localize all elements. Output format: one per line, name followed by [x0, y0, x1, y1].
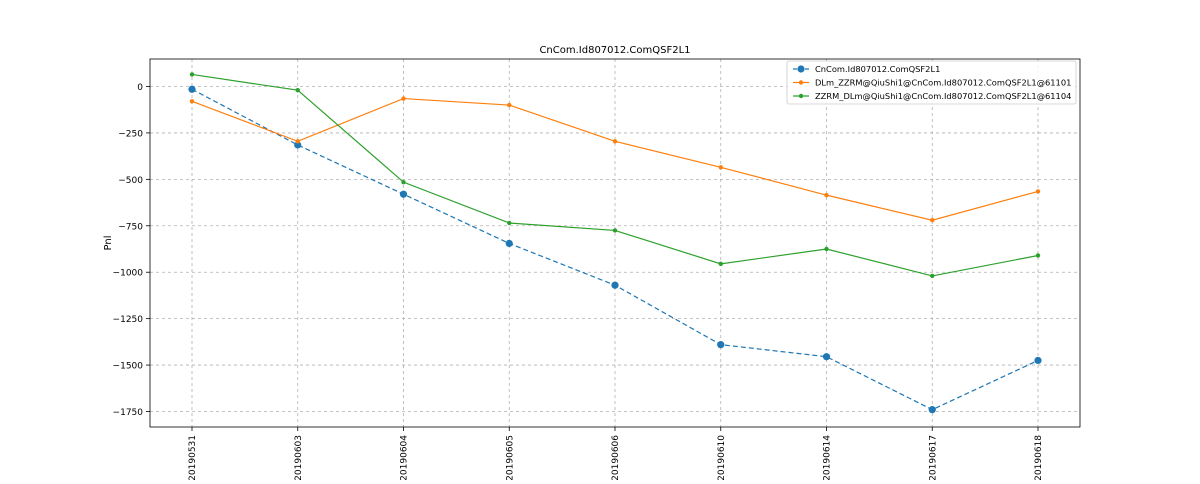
- legend: CnCom.Id807012.ComQSF2L1 DLm_ZZRM@QiuShi1…: [786, 60, 1077, 105]
- y-tick-label: 0: [137, 83, 143, 93]
- plot-frame: [149, 58, 1081, 428]
- data-point: [611, 281, 619, 289]
- y-tick-label: −1750: [113, 408, 144, 418]
- data-point: [401, 96, 406, 101]
- x-tick-label: 20190605: [505, 435, 515, 480]
- legend-box: [786, 60, 1077, 105]
- legend-label: ZZRM_DLm@QiuShi1@CnCom.Id807012.ComQSF2L…: [815, 91, 1071, 101]
- data-point: [930, 218, 935, 223]
- series-3: [189, 72, 1041, 279]
- x-tick-label: 20190617: [928, 435, 938, 480]
- y-tick-label: −1000: [113, 269, 144, 279]
- legend-label: CnCom.Id807012.ComQSF2L1: [815, 64, 940, 74]
- data-point: [189, 72, 195, 77]
- data-point: [822, 353, 831, 361]
- data-point: [928, 406, 936, 414]
- y-tick-label: −500: [118, 176, 143, 186]
- series-line: [191, 97, 1039, 221]
- data-point: [505, 239, 513, 248]
- data-point: [295, 139, 300, 144]
- data-point: [717, 341, 725, 349]
- x-tick-label: 20190531: [188, 435, 198, 480]
- data-point: [824, 246, 829, 252]
- legend-label: DLm_ZZRM@QiuShi1@CnCom.Id807012.ComQSF2L…: [815, 78, 1071, 88]
- data-point: [824, 192, 829, 198]
- grid: [150, 59, 1080, 427]
- series-2: [189, 96, 1041, 223]
- legend-item: ZZRM_DLm@QiuShi1@CnCom.Id807012.ComQSF2L…: [793, 91, 1071, 101]
- data-point: [1035, 189, 1041, 194]
- data-point: [188, 85, 196, 93]
- legend-item: DLm_ZZRM@QiuShi1@CnCom.Id807012.ComQSF2L…: [793, 78, 1071, 88]
- data-point: [189, 99, 195, 104]
- y-tick-label: −1250: [113, 315, 144, 325]
- x-tick-label: 20190610: [717, 435, 727, 480]
- x-tick-label: 20190618: [1034, 435, 1044, 480]
- data-point: [295, 88, 300, 93]
- chart-title: CnCom.Id807012.ComQSF2L1: [539, 45, 690, 56]
- data-point: [718, 165, 723, 170]
- x-tick-label: 20190604: [400, 435, 410, 480]
- legend-marker: [797, 65, 805, 73]
- data-point: [507, 220, 512, 226]
- data-point: [718, 261, 723, 267]
- x-tick-label: 20190614: [823, 435, 833, 480]
- data-point: [612, 139, 618, 144]
- y-tick-label: −750: [118, 222, 143, 232]
- data-point: [399, 190, 408, 198]
- data-point: [1034, 356, 1042, 365]
- y-tick-label: −1500: [113, 362, 144, 372]
- y-tick-label: −250: [118, 129, 143, 139]
- legend-marker: [798, 80, 804, 85]
- legend-item: CnCom.Id807012.ComQSF2L1: [793, 64, 940, 74]
- data-point: [507, 102, 512, 108]
- data-point: [1035, 253, 1041, 258]
- x-tick-label: 20190606: [611, 435, 621, 480]
- data-point: [401, 179, 406, 185]
- y-axis-label: Pnl: [103, 236, 114, 251]
- legend-marker: [798, 93, 804, 99]
- x-tick-label: 20190603: [294, 435, 304, 480]
- series-group: [188, 72, 1042, 414]
- axes: 20190531 20190603 20190604 20190605 20190606…: [113, 58, 1081, 481]
- data-point: [612, 228, 618, 233]
- data-point: [294, 141, 302, 149]
- data-point: [930, 273, 935, 279]
- series-1: [188, 85, 1042, 414]
